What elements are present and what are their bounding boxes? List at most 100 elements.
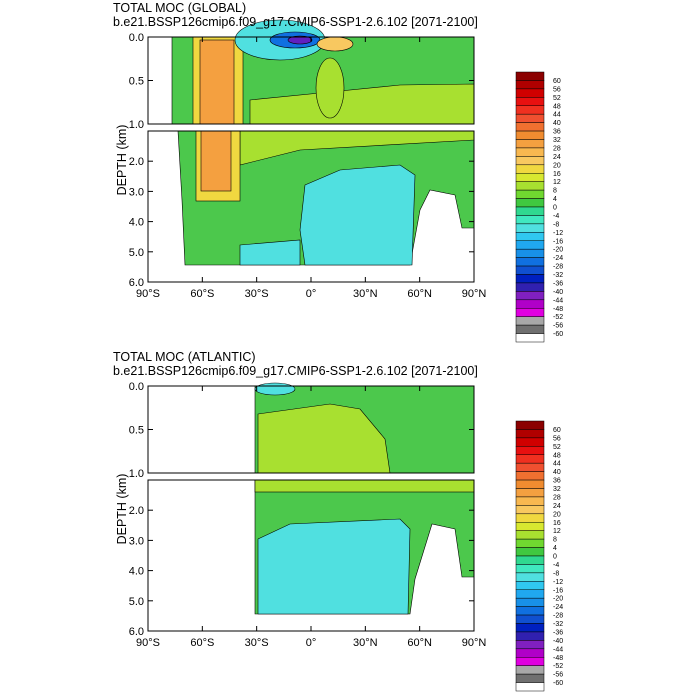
colorbar-box [515,564,545,574]
colorbar-label: -36 [553,629,563,636]
colorbar-box [515,429,545,439]
colorbar-label: 8 [553,188,557,195]
colorbar-label: 20 [553,162,561,169]
colorbar-box [515,198,545,208]
x-tick-label: 30°S [245,637,269,649]
colorbar-label: -56 [553,323,563,330]
colorbar-box [515,454,545,464]
colorbar-box [515,97,545,106]
colorbar-label: -56 [553,672,563,679]
colorbar-box [515,496,545,506]
contour-fill [315,57,345,119]
colorbar-label: 12 [553,179,561,186]
colorbar-box [515,164,545,174]
colorbar-label: -16 [553,587,563,594]
colorbar-label: -44 [553,297,563,304]
y-tick-label: 0.0 [129,381,144,393]
contour-fill [257,518,411,615]
colorbar-box [515,420,545,430]
colorbar-box [515,488,545,498]
colorbar-box [515,682,545,692]
x-tick-label: 0° [306,288,317,300]
colorbar-label: -48 [553,655,563,662]
colorbar-box [515,206,545,216]
x-tick-label: 60°N [407,288,432,300]
colorbar-box [515,122,545,132]
y-tick-label: 1.0 [129,468,144,480]
x-tick-label: 30°N [353,637,378,649]
colorbar-label: -48 [553,306,563,313]
colorbar-label: 16 [553,520,561,527]
colorbar-label: 48 [553,452,561,459]
chart-subtitle: b.e21.BSSP126cmip6.f09_g17.CMIP6-SSP1-2.… [113,15,478,29]
colorbar-label: 44 [553,461,561,468]
colorbar-label: -60 [553,331,563,338]
colorbar-label: -4 [553,562,559,569]
colorbar-box [515,156,545,166]
colorbar-label: -36 [553,280,563,287]
colorbar-box [515,547,545,557]
colorbar-box [515,308,545,317]
colorbar-box [515,505,545,515]
y-tick-label: 1.0 [129,119,144,131]
colorbar-box [515,479,545,489]
colorbar-box [515,631,545,641]
chart-subtitle: b.e21.BSSP126cmip6.f09_g17.CMIP6-SSP1-2.… [113,364,478,378]
colorbar-box [515,530,545,540]
colorbar-label: 60 [553,427,561,434]
colorbar-box [515,282,545,292]
colorbar-box [515,257,545,267]
x-tick-label: 30°S [245,288,269,300]
contour-fill [254,382,296,396]
colorbar-box [515,623,545,633]
x-tick-label: 60°S [190,637,214,649]
colorbar-label: 40 [553,469,561,476]
colorbar-label: 52 [553,444,561,451]
contour-field-global [171,19,475,266]
y-tick-label: 2.0 [129,156,144,168]
colorbar-box [515,333,545,343]
colorbar-label: -52 [553,314,563,321]
y-tick-label: 3.0 [129,186,144,198]
colorbar-label: 28 [553,494,561,501]
y-tick-label: 2.0 [129,505,144,517]
colorbar-label: -8 [553,570,559,577]
x-tick-label: 60°S [190,288,214,300]
colorbar-box [515,265,545,275]
y-tick-label: 0.0 [129,32,144,44]
colorbar-label: 0 [553,205,557,212]
colorbar-box [515,71,545,81]
colorbar-label: 56 [553,435,561,442]
contour-fill [287,35,313,45]
colorbar-label: -32 [553,272,563,279]
colorbar-box [515,291,545,301]
colorbar-box [515,232,545,241]
colorbar-label: -28 [553,264,563,271]
x-tick-label: 90°S [136,637,160,649]
colorbar-label: 60 [553,78,561,85]
colorbar-box [515,462,545,472]
colorbar-label: -24 [553,604,563,611]
y-tick-label: 0.5 [129,425,144,437]
colorbar-box [515,437,545,447]
colorbar-box [515,80,545,90]
colorbar-box [515,173,545,182]
colorbar-box [515,130,545,140]
colorbar-label: 28 [553,145,561,152]
colorbar-box [515,471,545,481]
panel: TOTAL MOC (ATLANTIC)b.e21.BSSP126cmip6.f… [113,350,563,692]
colorbar-label: -20 [553,247,563,254]
colorbar-box [515,324,545,334]
contour-fill [316,36,354,52]
colorbar-label: 40 [553,120,561,127]
x-tick-label: 0° [306,637,317,649]
colorbar-box [515,606,545,616]
colorbar-box [515,316,545,326]
panel: TOTAL MOC (GLOBAL)b.e21.BSSP126cmip6.f09… [113,1,563,343]
colorbar-label: -24 [553,255,563,262]
colorbar-box [515,581,545,590]
colorbar-label: -40 [553,289,563,296]
y-tick-label: 5.0 [129,247,144,259]
colorbar-box [515,240,545,250]
